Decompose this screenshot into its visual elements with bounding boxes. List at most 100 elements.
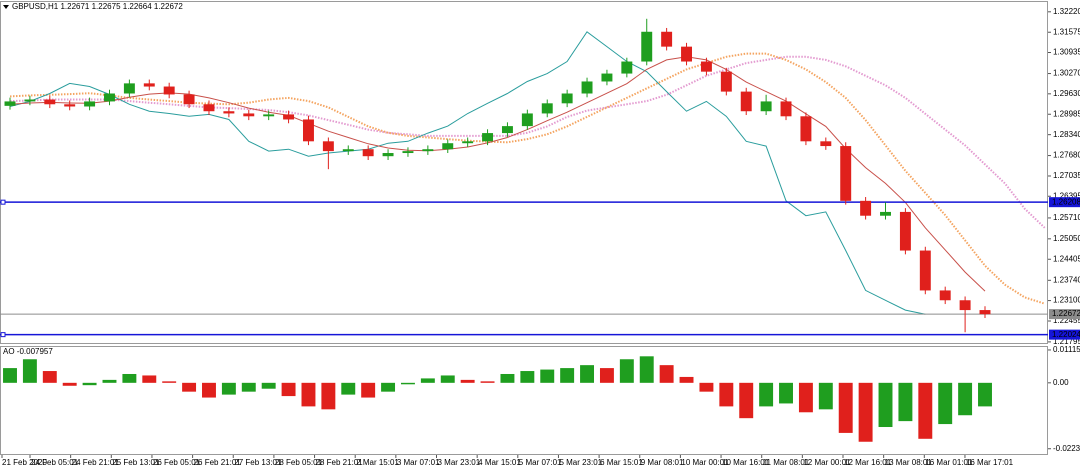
ao-bar	[321, 382, 336, 410]
candle-body	[880, 211, 891, 216]
candle-body	[243, 113, 255, 117]
line-handle	[0, 199, 6, 205]
candle-body	[820, 141, 832, 147]
x-tick-label: 5 Mar 07:01	[519, 458, 562, 467]
candle-body	[899, 211, 911, 251]
ao-bar	[3, 368, 17, 383]
candle-body	[939, 290, 951, 301]
line-handle	[0, 332, 6, 338]
ao-bar	[759, 382, 774, 407]
x-tick-label: 12 Mar 00:01	[803, 458, 851, 467]
ao-bar	[639, 356, 654, 383]
x-tick-label: 27 Feb 13:01	[234, 458, 282, 467]
price-label-box	[1049, 329, 1080, 340]
ao-bar	[440, 375, 455, 383]
candle-body	[581, 81, 593, 94]
cloud-span-b	[9, 55, 1046, 229]
x-tick-label: 16 Mar 01:01	[925, 458, 973, 467]
candle-body	[24, 99, 36, 102]
price-label-box	[1049, 309, 1080, 320]
candle-body	[661, 31, 673, 47]
y-tick-label: 1.30270	[1053, 69, 1080, 78]
menu-triangle[interactable]	[3, 5, 9, 9]
ao-panel-frame	[0, 346, 1048, 455]
candle-body	[482, 133, 494, 142]
y-tick-label: 1.21795	[1053, 337, 1080, 346]
ao-bar	[918, 382, 933, 439]
y-tick-label: 1.27680	[1053, 151, 1080, 160]
candle-body	[681, 46, 693, 62]
ao-bar	[779, 382, 793, 404]
ao-bar	[460, 379, 475, 383]
candle-body	[322, 141, 334, 152]
cloud-span-a	[9, 52, 1046, 305]
ao-bar	[619, 359, 634, 383]
ao-bar	[202, 382, 216, 398]
ao-bar	[500, 373, 515, 383]
candle-body	[84, 101, 96, 107]
y-tick-label: 1.27035	[1053, 171, 1080, 180]
candle-body	[223, 111, 235, 114]
ao-bar	[818, 382, 833, 410]
chikou-line	[9, 31, 926, 315]
y-tick-label: 1.22455	[1053, 316, 1080, 325]
x-tick-label: 28 Feb 05:01	[275, 458, 323, 467]
ao-bar	[699, 382, 714, 392]
price-label: 1.22024	[1052, 330, 1080, 339]
ao-bar	[659, 365, 674, 383]
ao-bar	[540, 369, 555, 383]
y-tick-label: 1.25050	[1053, 234, 1080, 243]
y-tick-label: 0.011156	[1053, 345, 1080, 354]
x-tick-label: 11 Mar 08:01	[763, 458, 810, 467]
ao-bar	[958, 382, 973, 416]
candle-body	[860, 200, 872, 216]
candle-body	[362, 149, 374, 157]
x-tick-label: 25 Feb 13:01	[112, 458, 160, 467]
candle-body	[422, 149, 434, 152]
ao-bar	[798, 382, 813, 413]
ao-bar	[420, 378, 435, 383]
x-tick-label: 24 Feb 21:01	[72, 458, 120, 467]
ao-bar	[182, 382, 197, 392]
y-tick-label: 0.00	[1053, 378, 1069, 387]
x-tick-label: 10 Mar 16:01	[722, 458, 770, 467]
candle-body	[104, 93, 115, 102]
ao-bar	[221, 382, 236, 395]
y-tick-label: 1.24405	[1053, 254, 1080, 263]
ao-bar	[838, 382, 853, 433]
candle-body	[442, 143, 454, 150]
y-tick-label: 1.23740	[1053, 275, 1080, 284]
x-tick-label: 28 Feb 21:01	[316, 458, 364, 467]
x-tick-label: 24 Feb 05:01	[31, 458, 79, 467]
ao-bar	[978, 382, 992, 407]
indicator-title: AO -0.007957	[3, 347, 53, 356]
price-panel-frame	[0, 1, 1048, 344]
candle-body	[203, 104, 215, 112]
candle-body	[283, 114, 295, 120]
ao-bar	[42, 371, 57, 383]
ao-bar	[599, 368, 614, 383]
ao-bar	[520, 371, 535, 383]
y-tick-label: 1.25710	[1053, 213, 1080, 222]
candle-body	[720, 71, 732, 92]
candle-body	[621, 61, 633, 74]
ao-bar	[261, 382, 276, 389]
candle-body	[740, 91, 752, 112]
ao-bar	[878, 382, 893, 428]
price-label: 1.22672	[1052, 309, 1080, 318]
ao-bar	[719, 382, 734, 407]
x-tick-label: 13 Mar 08:01	[885, 458, 933, 467]
ao-bar	[301, 382, 316, 407]
ao-bar	[361, 382, 376, 398]
ao-bar	[341, 382, 356, 395]
price-label-box	[1049, 197, 1080, 208]
x-tick-label: 21 Feb 2020	[2, 458, 47, 467]
ao-bar	[281, 382, 296, 397]
candle-body	[382, 153, 394, 157]
candle-body	[143, 83, 155, 87]
axis-layer: 1.32220 1.31575 1.30935 1.30270 1.29630 1.289…	[1, 7, 1080, 467]
ao-bar	[22, 359, 37, 383]
candle-body	[462, 141, 474, 144]
candle-body	[183, 94, 195, 105]
